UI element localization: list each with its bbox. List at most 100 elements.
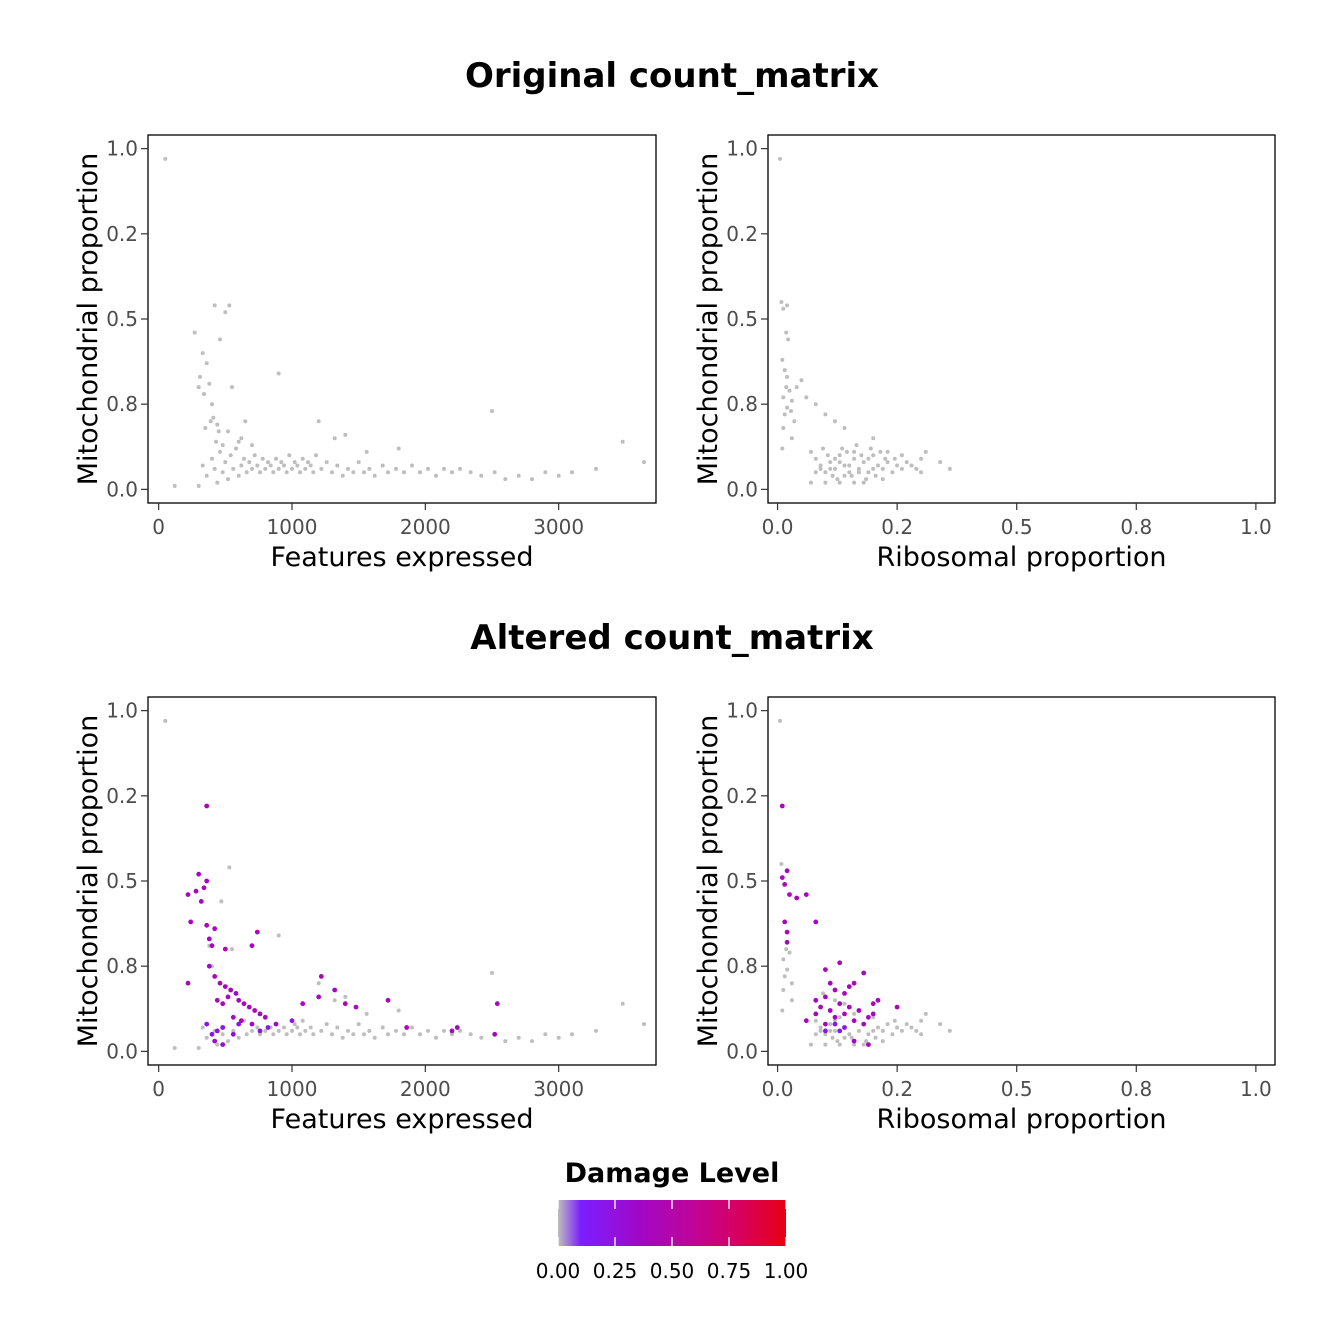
data-point bbox=[892, 1018, 897, 1023]
data-point bbox=[434, 473, 438, 478]
data-point bbox=[163, 156, 168, 161]
data-point bbox=[830, 1035, 835, 1040]
data-point bbox=[818, 466, 823, 471]
data-point bbox=[813, 1011, 819, 1017]
data-point bbox=[198, 374, 202, 379]
data-point bbox=[870, 1001, 876, 1007]
y-tick-label: 0.0 bbox=[726, 477, 758, 501]
data-point bbox=[852, 449, 857, 454]
data-point bbox=[778, 718, 782, 723]
data-point bbox=[276, 933, 281, 938]
data-point bbox=[351, 470, 356, 475]
data-point bbox=[923, 1011, 928, 1016]
x-tick-label: 0.2 bbox=[881, 515, 913, 539]
data-point bbox=[842, 1011, 847, 1017]
y-tick-label: 0.5 bbox=[106, 307, 138, 331]
panel-border bbox=[147, 696, 657, 1066]
data-point bbox=[289, 1018, 295, 1024]
data-point bbox=[450, 1032, 454, 1037]
data-point bbox=[346, 1028, 350, 1033]
data-point bbox=[909, 1025, 914, 1030]
data-point bbox=[823, 1021, 828, 1027]
data-point bbox=[899, 466, 904, 471]
data-point bbox=[196, 871, 202, 877]
data-point bbox=[458, 1028, 462, 1033]
data-point bbox=[311, 470, 316, 475]
legend-title: Damage Level bbox=[565, 1158, 780, 1189]
data-point bbox=[785, 405, 790, 410]
data-point bbox=[849, 473, 854, 478]
data-point bbox=[856, 470, 861, 475]
data-point bbox=[220, 470, 225, 475]
data-point bbox=[290, 1028, 294, 1033]
y-tick-label: 0.8 bbox=[106, 392, 138, 416]
data-point bbox=[833, 456, 837, 461]
data-point bbox=[295, 463, 300, 468]
panel-original-ribosomal: 0.0 0.2 0.5 0.8 1.0 0.0 0.8 0.5 0.2 1.0 Ribosomal … bbox=[693, 134, 1276, 573]
data-point bbox=[503, 477, 508, 482]
data-point bbox=[620, 439, 625, 444]
data-point bbox=[220, 1001, 226, 1007]
data-point bbox=[244, 470, 249, 475]
data-point bbox=[434, 1035, 438, 1040]
data-point bbox=[828, 460, 833, 465]
data-point bbox=[570, 470, 574, 475]
data-point bbox=[530, 1039, 534, 1044]
legend-tick-label: 1.00 bbox=[764, 1259, 809, 1283]
data-point bbox=[276, 371, 281, 376]
data-point bbox=[832, 1021, 838, 1027]
data-point bbox=[254, 929, 260, 935]
section-title-original: Original count_matrix bbox=[465, 56, 879, 96]
data-point bbox=[252, 453, 257, 458]
data-point bbox=[418, 1032, 422, 1037]
data-point bbox=[780, 357, 785, 362]
data-point bbox=[271, 1032, 276, 1037]
data-point bbox=[274, 456, 278, 461]
data-point bbox=[833, 419, 837, 424]
data-point bbox=[784, 947, 789, 952]
data-point bbox=[556, 473, 561, 478]
data-point bbox=[332, 987, 338, 993]
data-point bbox=[458, 466, 462, 471]
data-point bbox=[876, 463, 880, 468]
data-point bbox=[813, 919, 819, 925]
data-point bbox=[781, 988, 786, 992]
data-point bbox=[351, 1032, 356, 1037]
y-tick-label: 0.8 bbox=[726, 954, 758, 978]
data-point bbox=[784, 868, 790, 874]
data-point bbox=[794, 895, 800, 901]
y-tick-label: 0.2 bbox=[106, 784, 138, 808]
data-point bbox=[314, 453, 318, 458]
panel-border bbox=[767, 134, 1276, 504]
data-point bbox=[938, 1022, 943, 1027]
data-point bbox=[787, 892, 792, 897]
x-axis-title: Ribosomal proportion bbox=[876, 1104, 1166, 1135]
data-point bbox=[851, 980, 857, 986]
data-point bbox=[380, 463, 385, 468]
data-point bbox=[789, 398, 794, 403]
legend-tick-label: 0.25 bbox=[593, 1259, 638, 1283]
data-point bbox=[276, 1028, 281, 1033]
data-point bbox=[847, 463, 852, 468]
data-point bbox=[871, 1015, 876, 1020]
data-point bbox=[282, 463, 286, 468]
data-point bbox=[856, 1028, 861, 1033]
data-point bbox=[849, 1035, 854, 1040]
data-point bbox=[543, 1032, 548, 1037]
data-point bbox=[823, 1042, 828, 1047]
data-point bbox=[300, 1018, 305, 1023]
y-tick-label: 0.0 bbox=[106, 1039, 138, 1063]
data-point bbox=[803, 892, 809, 897]
data-point bbox=[556, 1035, 561, 1040]
data-point bbox=[468, 470, 473, 475]
data-point bbox=[215, 422, 220, 427]
data-point bbox=[847, 470, 852, 475]
data-point bbox=[821, 446, 825, 451]
x-tick-label: 0 bbox=[152, 1077, 165, 1101]
data-point bbox=[781, 426, 786, 430]
x-tick-label: 0.8 bbox=[1120, 1077, 1152, 1101]
data-point bbox=[490, 971, 494, 975]
data-point bbox=[303, 466, 308, 471]
data-point bbox=[842, 426, 847, 430]
data-point bbox=[295, 1025, 300, 1030]
